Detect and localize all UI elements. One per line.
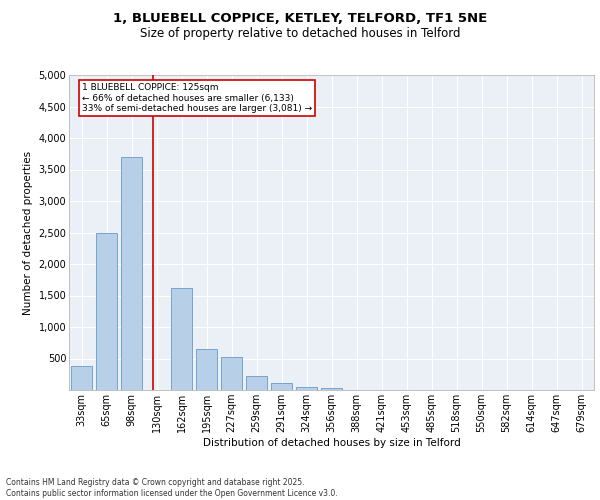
Bar — [321, 388, 342, 390]
Y-axis label: Number of detached properties: Number of detached properties — [23, 150, 33, 314]
Text: 1, BLUEBELL COPPICE, KETLEY, TELFORD, TF1 5NE: 1, BLUEBELL COPPICE, KETLEY, TELFORD, TF… — [113, 12, 487, 26]
Text: 1 BLUEBELL COPPICE: 125sqm
← 66% of detached houses are smaller (6,133)
33% of s: 1 BLUEBELL COPPICE: 125sqm ← 66% of deta… — [82, 83, 312, 113]
Text: Contains HM Land Registry data © Crown copyright and database right 2025.
Contai: Contains HM Land Registry data © Crown c… — [6, 478, 338, 498]
Bar — [96, 232, 117, 390]
Bar — [171, 288, 192, 390]
Bar — [246, 376, 267, 390]
X-axis label: Distribution of detached houses by size in Telford: Distribution of detached houses by size … — [203, 438, 460, 448]
Bar — [296, 387, 317, 390]
Bar — [196, 349, 217, 390]
Bar — [271, 383, 292, 390]
Text: Size of property relative to detached houses in Telford: Size of property relative to detached ho… — [140, 28, 460, 40]
Bar — [121, 157, 142, 390]
Bar — [221, 356, 242, 390]
Bar — [71, 366, 92, 390]
